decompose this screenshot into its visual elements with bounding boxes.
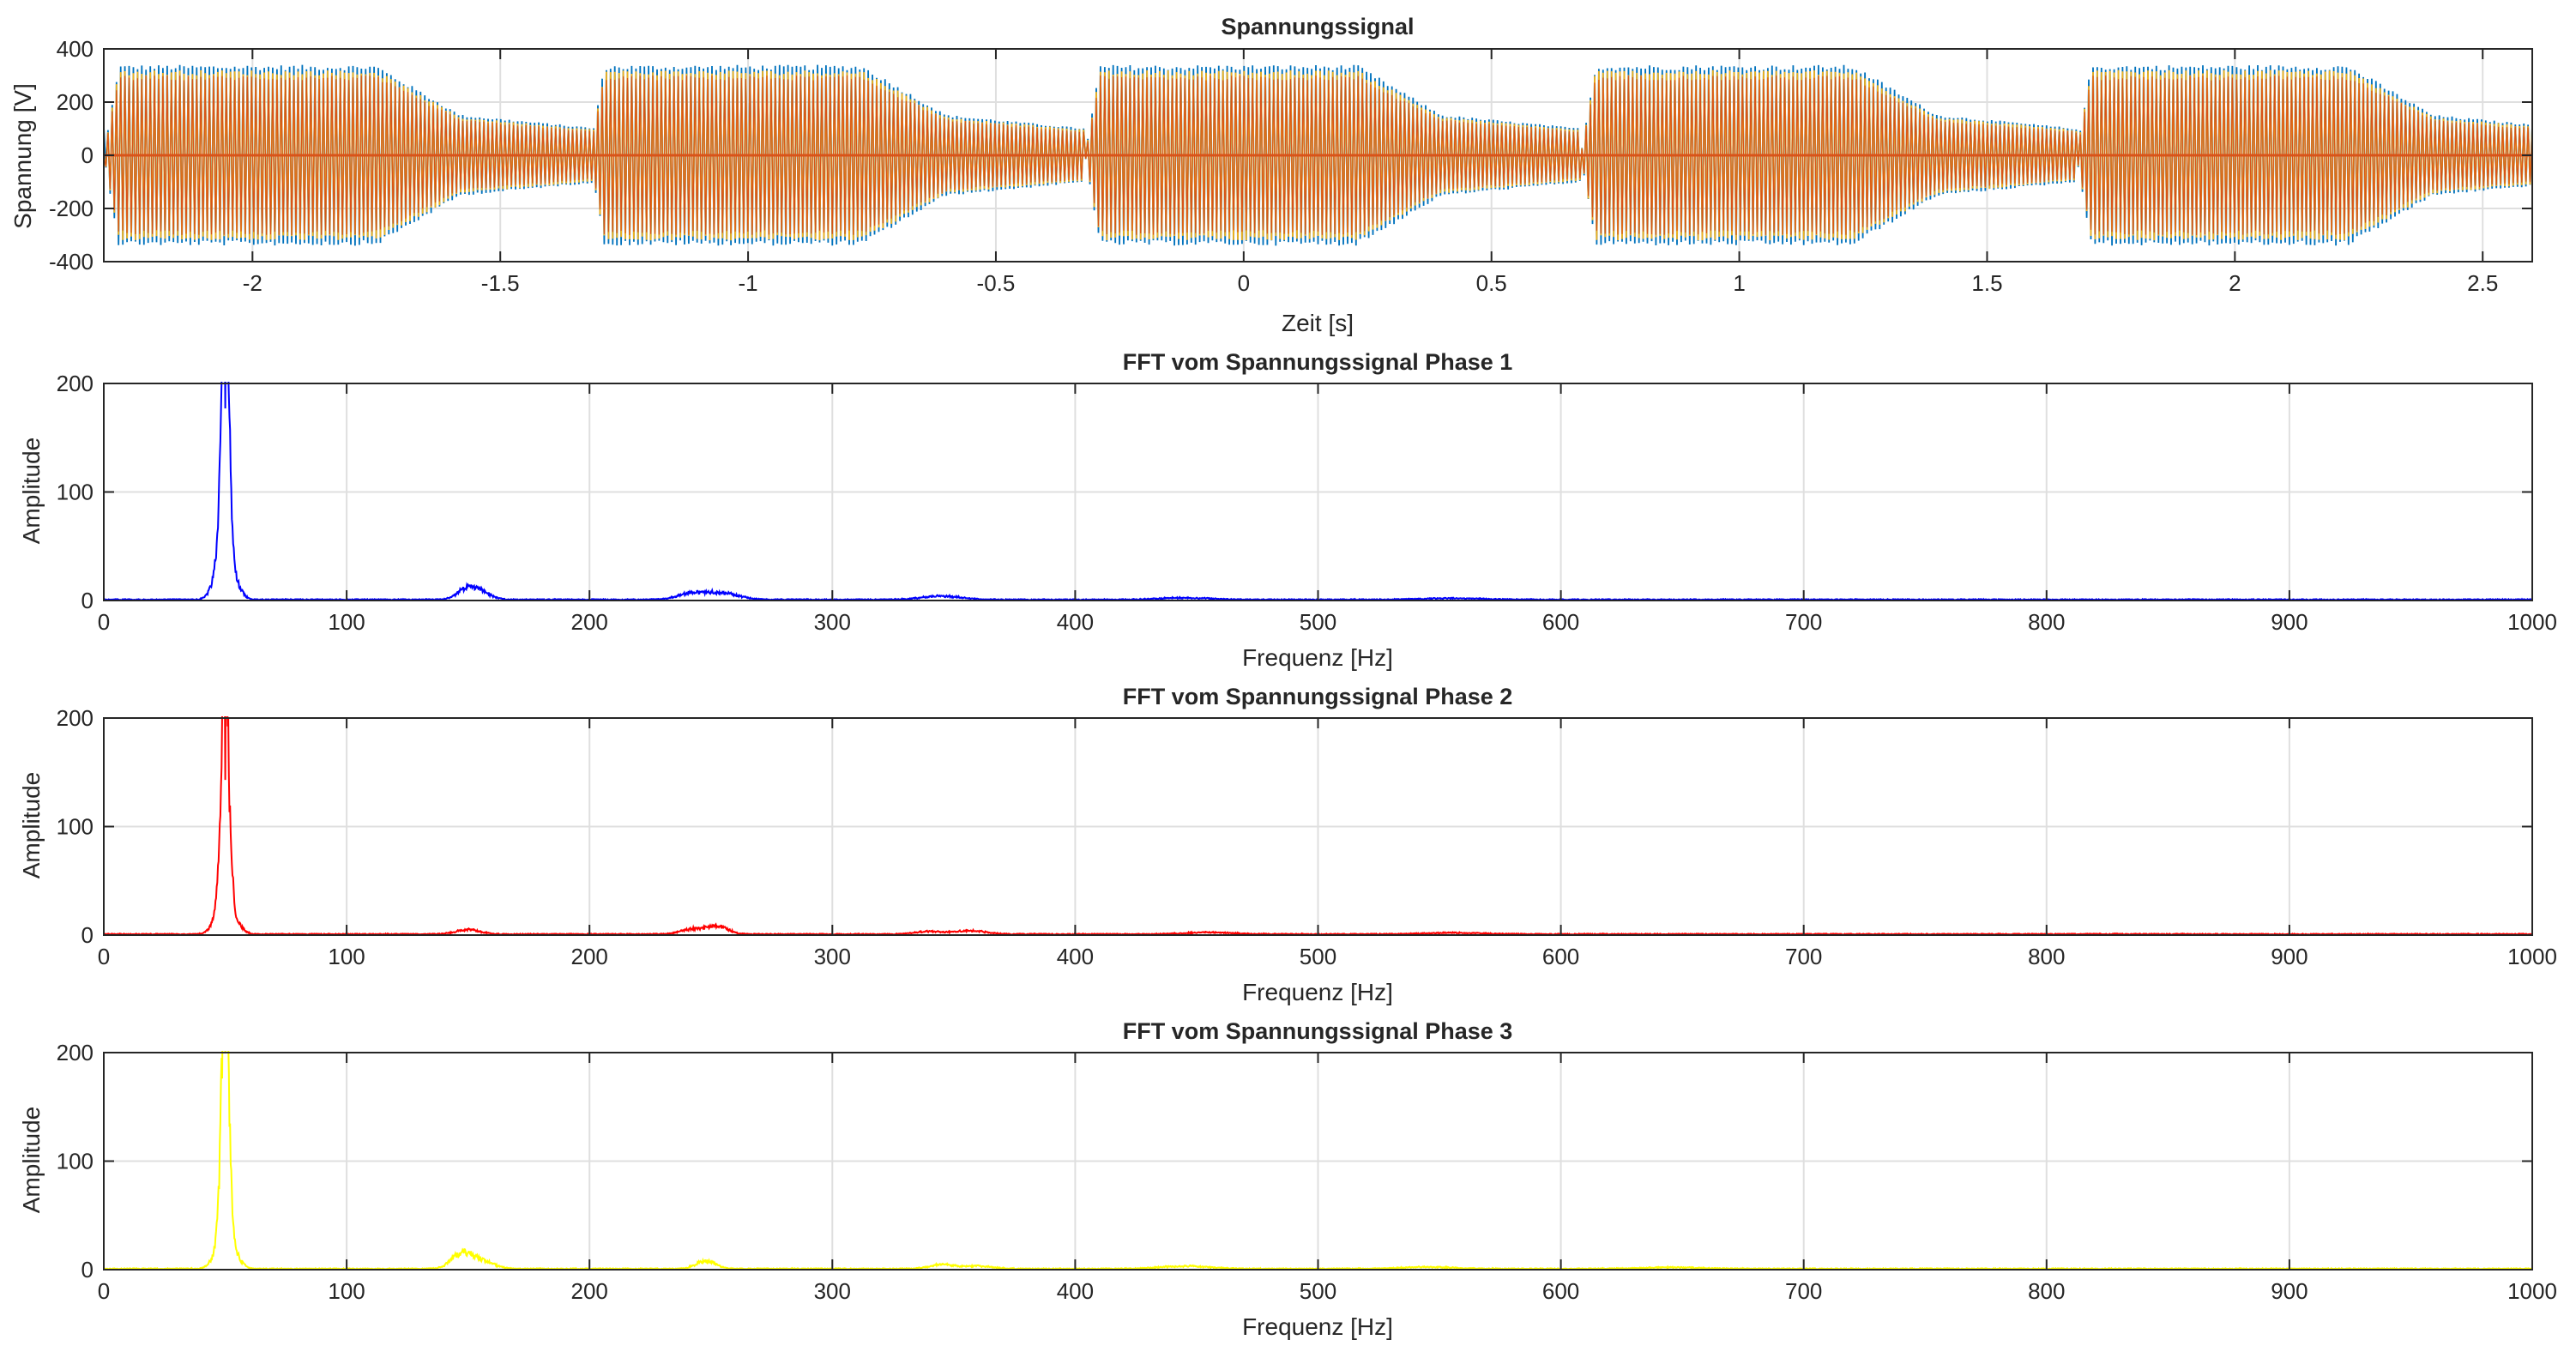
fft-phase-2-plot: FFT vom Spannungssignal Phase 2 Amplitud…	[18, 684, 2557, 1005]
x-tick-label: 200	[571, 1278, 608, 1304]
x-tick-label: 600	[1542, 944, 1579, 969]
x-tick-label: 0	[98, 944, 110, 969]
fft-phase-1-title: FFT vom Spannungssignal Phase 1	[1123, 349, 1513, 375]
x-tick-label: 100	[328, 944, 365, 969]
y-tick-label: 100	[57, 814, 94, 840]
y-tick-label: 0	[81, 142, 94, 168]
x-tick-label: 0	[98, 1278, 110, 1304]
x-tick-label: 1	[1733, 270, 1745, 296]
y-tick-label: 200	[57, 371, 94, 396]
x-tick-label: 700	[1785, 944, 1822, 969]
x-tick-label: 300	[814, 1278, 851, 1304]
voltage-signal-title: Spannungssignal	[1221, 14, 1414, 39]
x-tick-label: 1000	[2507, 609, 2557, 635]
y-tick-label: 100	[57, 1149, 94, 1174]
x-tick-label: -2	[243, 270, 262, 296]
y-tick-label: 0	[81, 588, 94, 613]
x-tick-label: 600	[1542, 1278, 1579, 1304]
x-tick-label: 500	[1300, 1278, 1336, 1304]
x-tick-label: -1.5	[481, 270, 520, 296]
y-tick-label: -400	[49, 249, 94, 275]
x-tick-label: -0.5	[977, 270, 1016, 296]
ax3-grid	[104, 1053, 2532, 1270]
voltage-series-3	[104, 75, 2532, 236]
x-tick-label: 900	[2271, 1278, 2308, 1304]
fft-phase-3-title: FFT vom Spannungssignal Phase 3	[1123, 1018, 1513, 1044]
x-tick-label: 500	[1300, 944, 1336, 969]
y-tick-label: 400	[57, 36, 94, 62]
x-tick-label: 100	[328, 609, 365, 635]
x-tick-label: 1.5	[1971, 270, 2002, 296]
voltage-signal-plot: Spannungssignal Spannung [V] Zeit [s] -2…	[9, 14, 2533, 336]
x-tick-label: 200	[571, 609, 608, 635]
voltage-signal-xlabel: Zeit [s]	[1282, 310, 1354, 336]
x-tick-label: 400	[1057, 944, 1094, 969]
y-tick-label: 200	[57, 1040, 94, 1065]
x-tick-label: 700	[1785, 609, 1822, 635]
fft-phase-1-plot: FFT vom Spannungssignal Phase 1 Amplitud…	[18, 349, 2557, 671]
x-tick-label: 700	[1785, 1278, 1822, 1304]
x-tick-label: 500	[1300, 609, 1336, 635]
x-tick-label: 0	[1238, 270, 1250, 296]
x-tick-label: 900	[2271, 944, 2308, 969]
x-tick-label: 800	[2028, 944, 2065, 969]
fft-phase-2-title: FFT vom Spannungssignal Phase 2	[1123, 684, 1513, 709]
x-tick-label: 300	[814, 609, 851, 635]
fft-phase-3-plot: FFT vom Spannungssignal Phase 3 Amplitud…	[18, 1018, 2557, 1340]
fft-phase-3-xlabel: Frequenz [Hz]	[1242, 1313, 1393, 1340]
x-tick-label: 200	[571, 944, 608, 969]
y-tick-label: 100	[57, 480, 94, 505]
fft-phase-1-xlabel: Frequenz [Hz]	[1242, 644, 1393, 671]
y-tick-label: 0	[81, 1257, 94, 1283]
fft-phase-1-ylabel: Amplitude	[18, 438, 45, 545]
x-tick-label: 300	[814, 944, 851, 969]
x-tick-label: 400	[1057, 1278, 1094, 1304]
x-tick-label: 100	[328, 1278, 365, 1304]
x-tick-label: 1000	[2507, 1278, 2557, 1304]
x-tick-label: 1000	[2507, 944, 2557, 969]
fft-phase-3-ylabel: Amplitude	[18, 1107, 45, 1214]
x-tick-label: 600	[1542, 609, 1579, 635]
voltage-signal-ylabel: Spannung [V]	[9, 83, 36, 229]
x-tick-label: 0	[98, 609, 110, 635]
x-tick-label: 800	[2028, 1278, 2065, 1304]
y-tick-label: -200	[49, 196, 94, 221]
x-tick-label: 2.5	[2467, 270, 2498, 296]
x-tick-label: 0.5	[1476, 270, 1507, 296]
x-tick-label: 900	[2271, 609, 2308, 635]
y-tick-label: 200	[57, 89, 94, 115]
ax1-grid	[104, 383, 2532, 601]
x-tick-label: 800	[2028, 609, 2065, 635]
y-tick-label: 200	[57, 705, 94, 731]
x-tick-label: 400	[1057, 609, 1094, 635]
fft-phase-2-ylabel: Amplitude	[18, 772, 45, 879]
y-tick-label: 0	[81, 922, 94, 948]
fft-phase-2-xlabel: Frequenz [Hz]	[1242, 979, 1393, 1005]
x-tick-label: -1	[739, 270, 758, 296]
x-tick-label: 2	[2229, 270, 2241, 296]
ax2-grid	[104, 718, 2532, 935]
